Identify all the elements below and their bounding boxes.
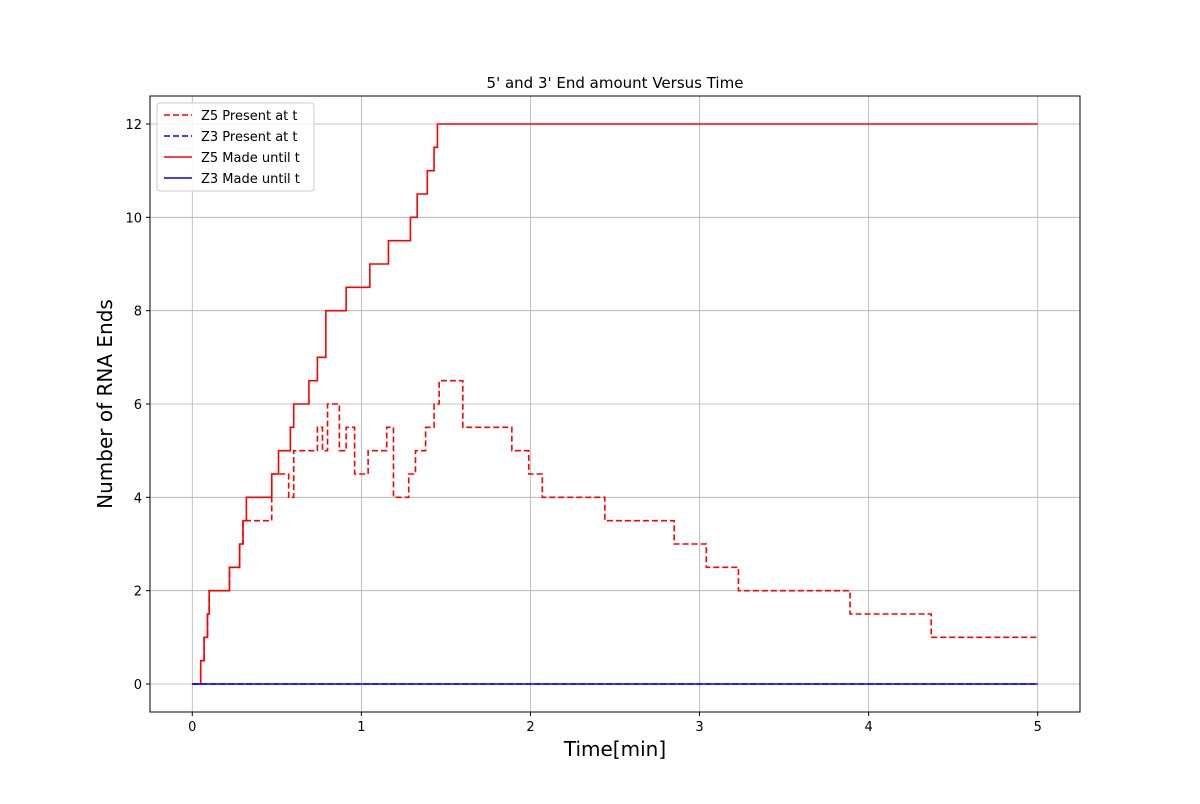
y-tick-label: 4 <box>134 491 142 506</box>
y-tick-label: 8 <box>134 305 142 320</box>
legend-label: Z3 Present at t <box>201 130 298 145</box>
legend-box <box>156 102 315 192</box>
legend: Z5 Present at t Z3 Present at t Z5 Made un… <box>156 102 315 192</box>
y-tick-label: 2 <box>134 585 142 600</box>
series-line-2 <box>192 123 1038 685</box>
x-tick-label: 4 <box>864 720 872 735</box>
legend-label: Z5 Present at t <box>201 109 298 124</box>
x-tick-label: 0 <box>188 720 196 735</box>
x-tick-label: 1 <box>357 720 365 735</box>
chart-title: 5' and 3' End amount Versus Time <box>487 74 744 92</box>
legend-label: Z3 Made until t <box>201 172 300 187</box>
y-tick-label: 6 <box>134 398 142 413</box>
y-tick-label: 12 <box>125 118 142 133</box>
y-axis-title: Number of RNA Ends <box>93 299 117 509</box>
x-tick-label: 2 <box>526 720 534 735</box>
legend-label: Z5 Made until t <box>201 151 300 166</box>
y-tick-label: 10 <box>125 211 142 226</box>
series-line-0 <box>192 379 1038 685</box>
x-axis-title: Time[min] <box>563 737 666 761</box>
x-tick-label: 3 <box>695 720 703 735</box>
x-tick-label: 5 <box>1034 720 1042 735</box>
series-lines <box>192 123 1038 685</box>
y-tick-label: 0 <box>134 678 142 693</box>
